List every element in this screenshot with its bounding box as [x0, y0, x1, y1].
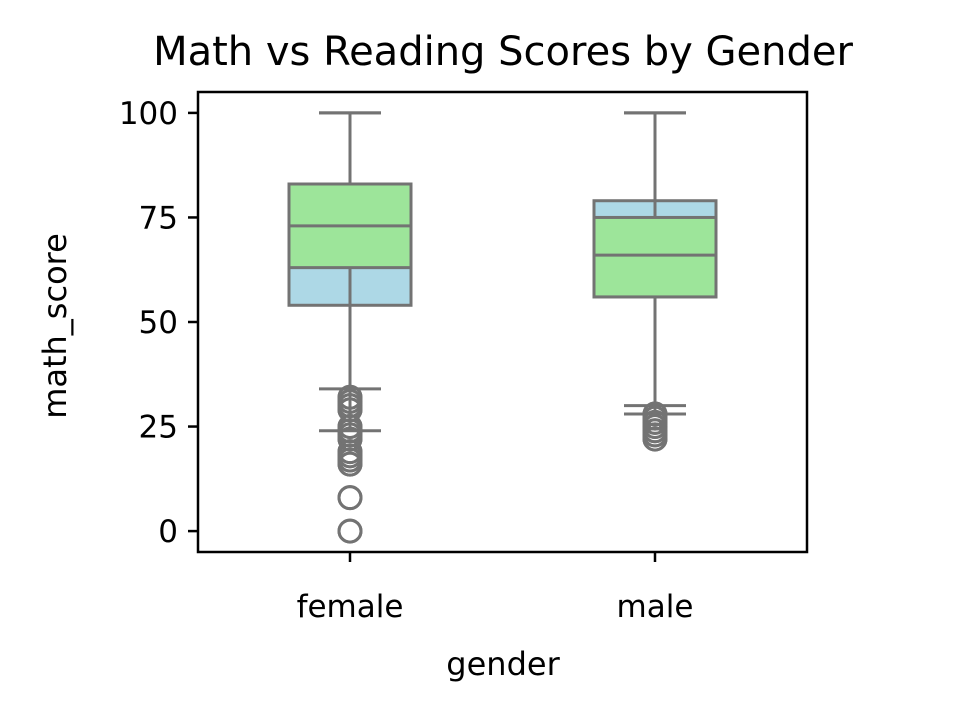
- box-series-0: [287, 111, 718, 544]
- y-tick-label-2: 50: [139, 305, 178, 341]
- series-1-female-box-group: [287, 111, 413, 544]
- chart-title: Math vs Reading Scores by Gender: [153, 29, 853, 75]
- y-tick-label-1: 25: [139, 410, 178, 446]
- y-axis-label: math_score: [36, 233, 74, 419]
- series-1-female-outlier-13: [337, 518, 363, 544]
- series-1-female-outlier-11: [337, 451, 363, 477]
- box-series-group: [287, 111, 718, 544]
- x-tick-label-male: male: [617, 589, 694, 625]
- plot-frame: [196, 90, 809, 554]
- plot-area: 0 25 50 75 100 female male: [119, 90, 809, 625]
- y-axis-ticks: 0 25 50 75 100: [119, 96, 198, 550]
- series-1-male-box-group: [592, 111, 718, 452]
- box-series-1: [287, 111, 718, 544]
- x-tick-label-female: female: [297, 589, 404, 625]
- y-tick-label-4: 100: [119, 96, 178, 132]
- y-tick-label-0: 0: [158, 514, 178, 550]
- y-tick-label-3: 75: [139, 200, 178, 236]
- x-axis-label: gender: [446, 645, 560, 683]
- x-axis-ticks: female male: [297, 552, 694, 625]
- series-1-male-outlier-6: [642, 426, 668, 452]
- series-1-male-box: [592, 215, 718, 299]
- series-1-female-outlier-12: [337, 485, 363, 511]
